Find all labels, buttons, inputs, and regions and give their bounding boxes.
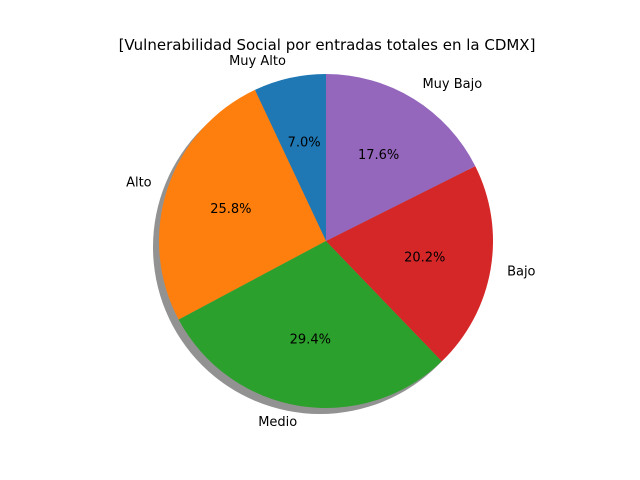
slice-label-muy-bajo: Muy Bajo	[422, 77, 482, 92]
pie-labels: Muy Alto 7.0% Alto 25.8% Medio 29.4% Bajo 20.2%…	[126, 54, 535, 430]
slice-value-muy-bajo: 17.6%	[358, 148, 399, 163]
slice-label-muy-alto: Muy Alto	[229, 54, 286, 69]
chart-title: [Vulnerabilidad Social por entradas tota…	[119, 36, 536, 54]
slice-label-alto: Alto	[126, 176, 152, 191]
pie-slice-bajo	[326, 166, 493, 362]
pie-slice-muy-bajo	[326, 74, 476, 241]
slice-value-alto: 25.8%	[210, 202, 251, 217]
pie-slices	[159, 74, 493, 408]
pie-slice-muy-alto	[254, 74, 326, 241]
slice-value-bajo: 20.2%	[404, 250, 445, 265]
slice-value-medio: 29.4%	[290, 332, 331, 347]
pie-slice-medio	[178, 241, 442, 408]
slice-label-medio: Medio	[258, 415, 297, 430]
slice-label-bajo: Bajo	[507, 265, 535, 280]
pie-slice-alto	[159, 89, 326, 320]
slice-value-muy-alto: 7.0%	[288, 136, 321, 151]
